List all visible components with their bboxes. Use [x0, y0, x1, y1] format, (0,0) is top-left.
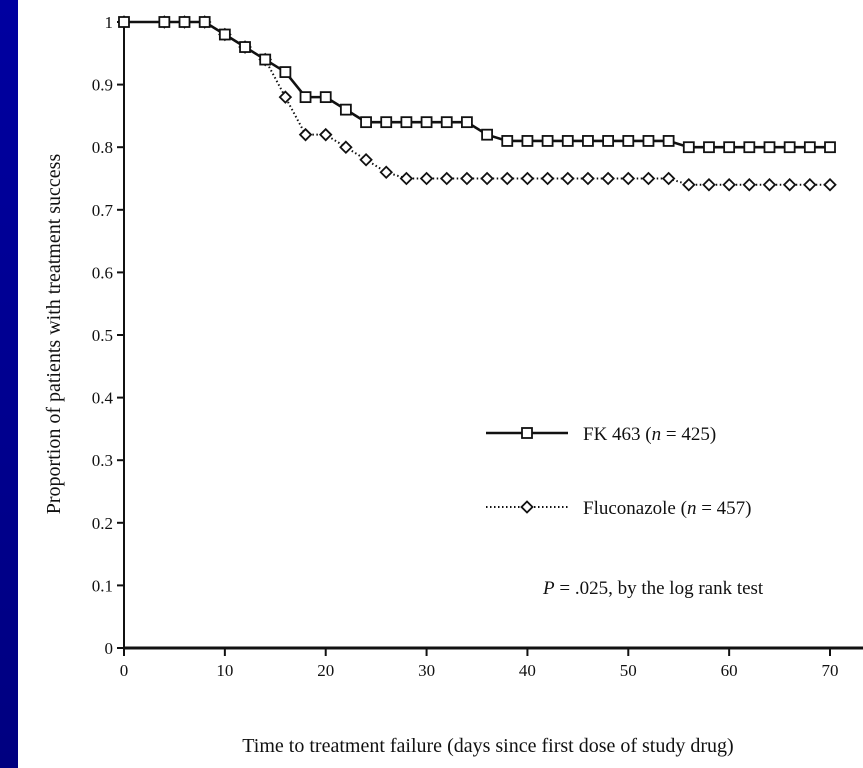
legend-fluconazole-marker	[520, 500, 534, 514]
x-axis-title: Time to treatment failure (days since fi…	[242, 735, 733, 757]
y-tick-label: 0.5	[92, 326, 113, 345]
fk463-point	[178, 16, 191, 28]
y-tick-label: 0.8	[92, 138, 113, 157]
legend-fk463-marker	[521, 427, 533, 439]
fk463-point	[440, 116, 453, 129]
fluconazole-point	[500, 171, 515, 186]
fk463-point	[582, 135, 594, 147]
fluconazole-point	[540, 171, 555, 186]
fk463-point	[481, 128, 493, 141]
fluconazole-point	[359, 152, 373, 167]
fk463-point	[521, 135, 534, 147]
y-tick-label: 0.2	[92, 514, 113, 533]
x-tick-label: 0	[120, 661, 129, 680]
fluconazole-point	[661, 171, 676, 186]
fluconazole-point	[722, 177, 736, 192]
x-tick-label: 70	[822, 661, 839, 680]
fk463-point	[158, 16, 171, 28]
fk463-point	[824, 141, 836, 154]
fk463-line	[124, 20, 830, 149]
fk463-point	[239, 41, 251, 53]
fk463-point	[319, 91, 332, 104]
fk463-point	[360, 116, 372, 129]
fk463-point	[218, 28, 231, 41]
fluconazole-line	[124, 21, 830, 186]
fluconazole-point	[803, 177, 817, 192]
p-value-symbol: P	[542, 578, 555, 599]
survival-chart: 00.10.20.30.40.50.60.70.80.910 10 20 30 40 50…	[43, 13, 863, 757]
fk463-point	[682, 141, 695, 154]
fluconazole-point	[782, 177, 797, 192]
chart-panel: 0 0.1 0.2 0.3 0.4 0.5 0.6 0.7 0.8 0.9 1 0 10 20 30 40 50…	[18, 0, 863, 768]
fk463-point	[723, 141, 736, 154]
fk463-point	[662, 135, 675, 147]
fk463-point	[803, 141, 816, 154]
y-tick-label: 0.3	[92, 451, 113, 470]
fk463-point	[380, 116, 393, 129]
fk463-point	[561, 135, 574, 147]
legend-fk463-label: FK 463 (n = 425)	[583, 424, 716, 445]
fluconazole-point	[318, 127, 333, 142]
fk463-point	[400, 116, 413, 129]
y-tick-label: 0.9	[92, 76, 113, 95]
fk463-point	[783, 141, 796, 154]
x-tick-label: 40	[519, 661, 536, 680]
y-tick-label: 0.4	[92, 389, 114, 408]
fluconazole-point	[742, 177, 757, 192]
fk463-point	[602, 135, 615, 147]
fk463-point	[279, 66, 292, 78]
y-tick-label: 0.6	[92, 263, 113, 282]
y-tick-label: 0.7	[92, 201, 114, 220]
fluconazole-point	[762, 177, 777, 192]
fk463-point	[541, 135, 554, 147]
fk463-point	[501, 135, 514, 147]
fk463-point	[461, 116, 473, 129]
fk463-point	[259, 53, 272, 66]
fluconazole-point	[621, 171, 636, 186]
fk463-point	[763, 141, 776, 154]
fk463-point	[118, 16, 130, 28]
fluconazole-point	[560, 171, 575, 186]
p-value-text: = .025, by the log rank test	[555, 578, 764, 599]
fluconazole-point	[419, 171, 434, 186]
fluconazole-point	[601, 171, 615, 186]
x-tick-label: 10	[216, 661, 233, 680]
fluconazole-point	[823, 177, 837, 192]
y-axis-title: Proportion of patients with treatment su…	[43, 154, 65, 515]
y-tick-label: 0.1	[92, 576, 113, 595]
fk463-point	[642, 135, 655, 147]
fk463-point	[420, 116, 433, 129]
fk463-point	[703, 141, 715, 154]
x-tick-label: 60	[721, 661, 738, 680]
fluconazole-point	[399, 171, 414, 186]
fluconazole-point	[520, 171, 535, 186]
fluconazole-point	[702, 177, 716, 192]
fk463-point	[339, 103, 352, 116]
fluconazole-point	[298, 127, 313, 142]
fk463-point	[299, 91, 312, 104]
x-tick-label: 30	[418, 661, 435, 680]
fluconazole-point	[379, 165, 394, 180]
fluconazole-point	[278, 90, 293, 104]
fluconazole-point	[439, 171, 454, 186]
fluconazole-point	[460, 171, 474, 186]
p-value-annotation: P = .025, by the log rank test	[542, 578, 764, 599]
y-tick-label: 1	[105, 13, 114, 32]
fk463-point	[743, 141, 756, 154]
fluconazole-point	[339, 140, 353, 154]
fluconazole-point	[480, 171, 494, 186]
fluconazole-point	[682, 177, 696, 192]
fluconazole-point	[641, 171, 656, 186]
legend-fluconazole-label: Fluconazole (n = 457)	[583, 498, 751, 519]
x-tick-label: 20	[317, 661, 334, 680]
fluconazole-point	[581, 171, 595, 186]
y-tick-label: 0	[105, 639, 114, 658]
fk463-point	[622, 135, 635, 147]
x-tick-label: 50	[620, 661, 637, 680]
fk463-point	[198, 16, 211, 28]
